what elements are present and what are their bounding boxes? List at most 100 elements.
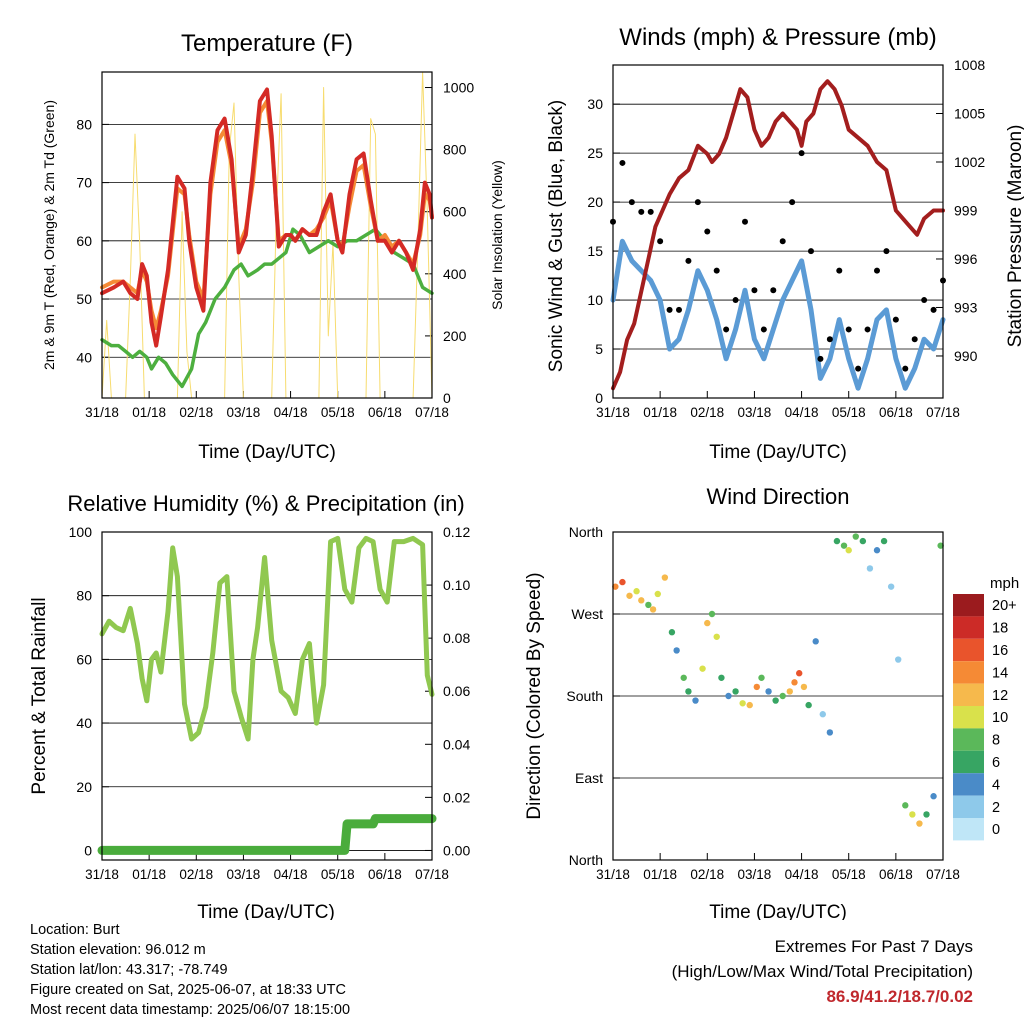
winds-ytick-label: 0: [595, 390, 603, 406]
gust-point: [628, 199, 635, 206]
direction-point: [725, 692, 732, 700]
direction-point: [887, 583, 895, 590]
direction-point: [937, 542, 944, 549]
gust-point: [742, 218, 748, 225]
humidity-xtick-label: 07/18: [415, 867, 449, 882]
gust-point: [732, 297, 739, 304]
winds-ytick-label: 30: [587, 96, 603, 112]
direction-point: [713, 633, 720, 640]
direction-point: [812, 638, 819, 645]
direction-xlabel: Time (Day/UTC): [709, 902, 847, 920]
gust-point: [789, 199, 796, 206]
direction-point: [930, 793, 937, 800]
humidity-y2tick-label: 0.10: [443, 577, 470, 593]
winds-title: Winds (mph) & Pressure (mb): [619, 24, 936, 51]
humidity-xtick-label: 06/18: [368, 867, 402, 882]
legend-label: 16: [992, 643, 1008, 659]
direction-point: [880, 537, 888, 545]
humidity-y2tick-label: 0.02: [443, 789, 470, 805]
legend-label: 10: [992, 710, 1008, 726]
legend-swatch: [953, 818, 984, 841]
location-text: Location: Burt: [30, 922, 120, 938]
legend-swatch: [953, 594, 984, 617]
direction-point: [739, 700, 746, 707]
winds-y2tick-label: 990: [954, 348, 978, 364]
temperature-ytick-label: 40: [76, 349, 92, 365]
elevation-text: Station elevation: 96.012 m: [30, 942, 206, 958]
latlon-text: Station lat/lon: 43.317; -78.749: [30, 962, 228, 978]
temperature-y2tick-label: 600: [443, 204, 467, 220]
direction-ytick-label: South: [566, 688, 603, 704]
gust-point: [911, 336, 918, 343]
gust-point: [845, 326, 852, 333]
humidity-ytick-label: 60: [76, 651, 92, 667]
direction-point: [692, 697, 699, 704]
winds-ytick-label: 10: [587, 292, 603, 308]
gust-point: [638, 208, 645, 215]
winds-plot-frame: [612, 64, 944, 399]
direction-xtick-label: 06/18: [879, 867, 913, 882]
temperature-ytick-label: 60: [76, 233, 92, 249]
winds-xtick-label: 06/18: [879, 405, 913, 420]
direction-point: [859, 537, 867, 545]
extremes-title: Extremes For Past 7 Days: [774, 937, 973, 956]
gust-point: [704, 228, 711, 235]
legend-swatch: [953, 706, 984, 729]
direction-point: [633, 588, 640, 595]
direction-plot-frame: [612, 531, 944, 861]
dewpoint-line: [100, 227, 434, 389]
gust-point: [619, 159, 626, 166]
direction-point: [819, 711, 826, 718]
direction-ytick-label: North: [569, 852, 603, 868]
temperature-xtick-label: 03/18: [227, 405, 261, 420]
direction-point: [840, 542, 848, 549]
humidity-ytick-label: 80: [76, 588, 92, 604]
direction-point: [638, 597, 645, 604]
legend-swatch: [953, 773, 984, 796]
direction-point: [619, 578, 626, 586]
direction-point: [626, 592, 633, 599]
extremes-subtitle: (High/Low/Max Wind/Total Precipitation): [671, 962, 973, 981]
station-info: Location: Burt Station elevation: 96.012…: [30, 920, 350, 1020]
gust-point: [902, 365, 909, 372]
temperature-title: Temperature (F): [181, 30, 353, 57]
direction-point: [685, 688, 692, 695]
winds-y2tick-label: 996: [954, 251, 978, 267]
gust-point: [826, 336, 833, 343]
direction-title: Wind Direction: [706, 484, 849, 509]
temperature-ylabel-right: Solar Insolation (Yellow): [489, 160, 505, 310]
direction-point: [758, 674, 765, 681]
direction-point: [902, 802, 909, 809]
gust-point: [883, 248, 890, 255]
direction-point: [654, 590, 661, 598]
gust-point: [779, 238, 786, 245]
temperature-y2tick-label: 0: [443, 390, 451, 406]
gust-point: [694, 199, 701, 206]
gust-point: [713, 267, 720, 274]
direction-xtick-label: 02/18: [690, 867, 724, 882]
direction-point: [645, 601, 652, 609]
gust-point: [921, 297, 928, 304]
direction-point: [791, 679, 798, 686]
recent-text: Most recent data timestamp: 2025/06/07 1…: [30, 1002, 351, 1018]
temperature-y2tick-label: 800: [443, 142, 467, 158]
temperature-plot-frame: [101, 71, 433, 399]
precipitation-line: [97, 814, 437, 855]
legend-swatch: [953, 638, 984, 662]
direction-xtick-label: 05/18: [832, 867, 866, 882]
gust-point: [723, 326, 730, 333]
direction-point: [746, 701, 753, 709]
direction-point: [826, 729, 834, 736]
direction-point: [873, 547, 881, 554]
extremes-box: Extremes For Past 7 Days (High/Low/Max W…: [672, 934, 973, 1009]
humidity-title: Relative Humidity (%) & Precipitation (i…: [67, 491, 464, 516]
winds-y2tick-label: 999: [954, 202, 978, 218]
humidity-xtick-label: 04/18: [274, 867, 308, 882]
winds-xtick-label: 31/18: [596, 405, 630, 420]
direction-point: [833, 537, 841, 545]
direction-xtick-label: 03/18: [738, 867, 772, 882]
temperature-xtick-label: 31/18: [85, 405, 119, 420]
gust-point: [685, 257, 692, 264]
humidity-xtick-label: 01/18: [132, 867, 166, 882]
legend-swatch: [953, 616, 984, 639]
